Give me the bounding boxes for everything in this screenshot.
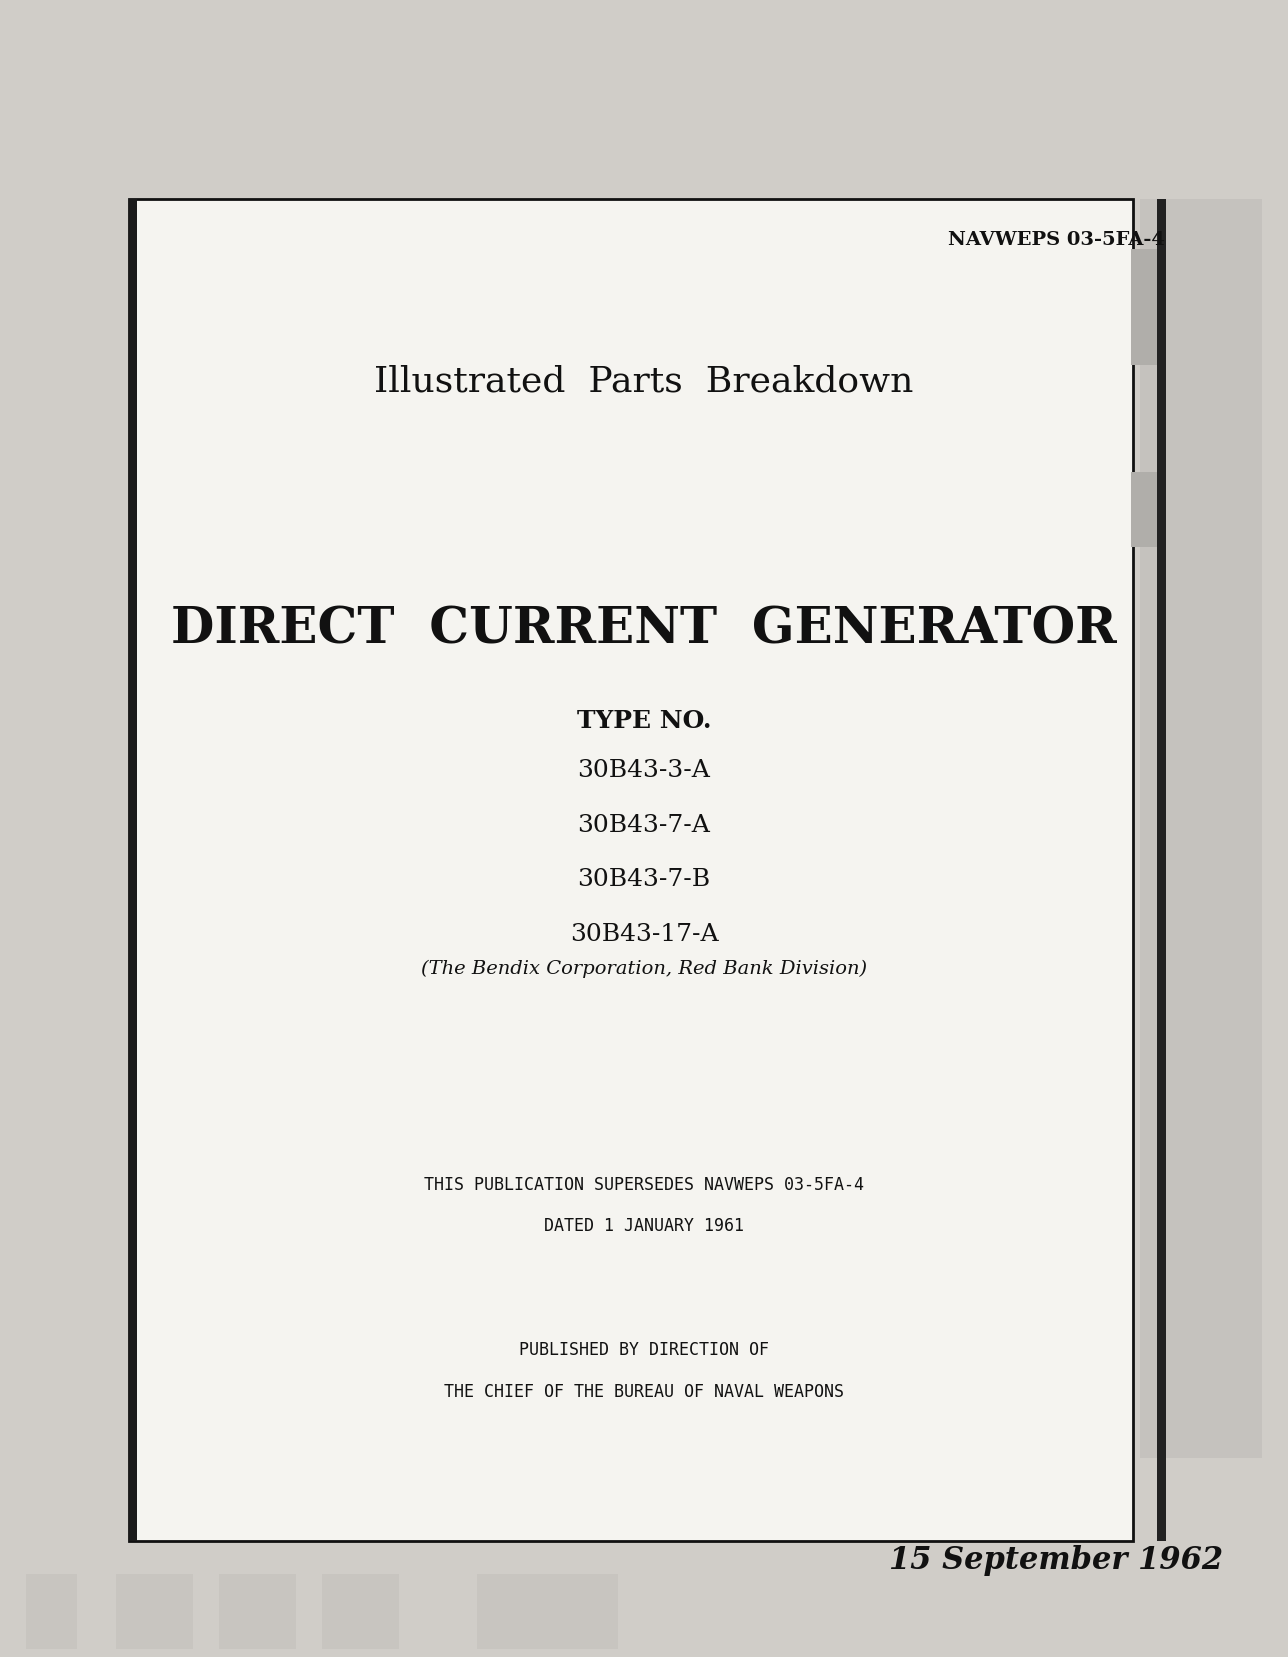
Text: PUBLISHED BY DIRECTION OF: PUBLISHED BY DIRECTION OF xyxy=(519,1342,769,1359)
Text: Illustrated  Parts  Breakdown: Illustrated Parts Breakdown xyxy=(375,365,913,398)
Text: 30B43-17-A: 30B43-17-A xyxy=(569,923,719,946)
Bar xyxy=(129,199,137,1541)
Bar xyxy=(1157,199,1166,1541)
Text: 30B43-3-A: 30B43-3-A xyxy=(577,759,711,782)
Text: DIRECT  CURRENT  GENERATOR: DIRECT CURRENT GENERATOR xyxy=(171,605,1117,655)
Bar xyxy=(1131,249,1163,365)
Bar xyxy=(1140,199,1262,1458)
Bar xyxy=(1131,472,1163,547)
Text: THIS PUBLICATION SUPERSEDES NAVWEPS 03-5FA-4: THIS PUBLICATION SUPERSEDES NAVWEPS 03-5… xyxy=(424,1176,864,1193)
Text: 15 September 1962: 15 September 1962 xyxy=(889,1546,1224,1576)
Bar xyxy=(116,1574,193,1649)
Text: NAVWEPS 03-5FA-4: NAVWEPS 03-5FA-4 xyxy=(948,232,1164,249)
Bar xyxy=(219,1574,296,1649)
Text: THE CHIEF OF THE BUREAU OF NAVAL WEAPONS: THE CHIEF OF THE BUREAU OF NAVAL WEAPONS xyxy=(444,1384,844,1400)
Text: 30B43-7-B: 30B43-7-B xyxy=(577,868,711,891)
Text: TYPE NO.: TYPE NO. xyxy=(577,709,711,732)
Text: DATED 1 JANUARY 1961: DATED 1 JANUARY 1961 xyxy=(544,1218,744,1234)
Bar xyxy=(477,1574,618,1649)
Bar xyxy=(26,1574,77,1649)
Bar xyxy=(129,199,1133,1541)
Bar xyxy=(322,1574,399,1649)
Text: (The Bendix Corporation, Red Bank Division): (The Bendix Corporation, Red Bank Divisi… xyxy=(421,959,867,979)
Text: 30B43-7-A: 30B43-7-A xyxy=(577,814,711,837)
